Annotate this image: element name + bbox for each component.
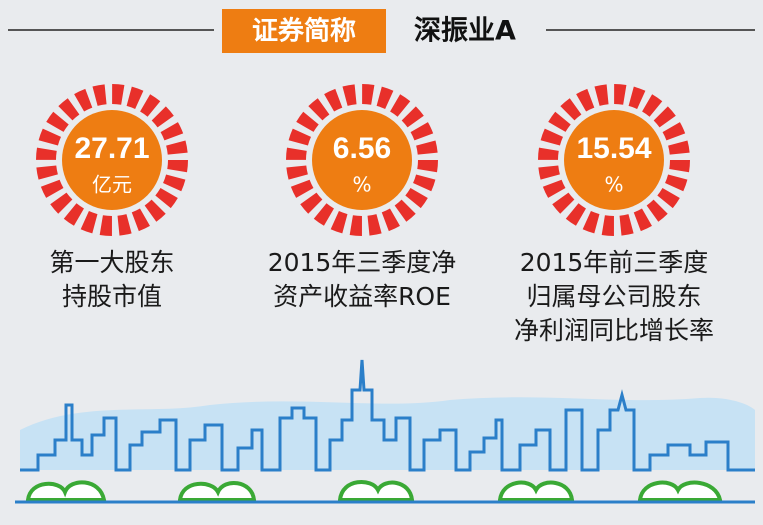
metric-value: 15.54 [576, 132, 651, 165]
header-label: 证券简称 [252, 16, 356, 47]
bushes [25, 479, 723, 502]
metric-label: 净利润同比增长率 [514, 316, 714, 345]
metric-value: 27.71 [74, 132, 149, 165]
metric-unit: % [604, 173, 623, 197]
header-label-box [222, 9, 386, 53]
metric-label: 持股市值 [62, 282, 162, 311]
badge-ring [286, 84, 438, 236]
metric-label: 第一大股东 [49, 248, 174, 277]
metric-label: 2015年三季度净 [268, 248, 457, 277]
metric-unit: % [352, 173, 371, 197]
metric-unit: 亿元 [92, 173, 132, 197]
cloud-band [20, 397, 755, 470]
badge-core [62, 110, 162, 210]
badge-core [312, 110, 412, 210]
metric-value: 6.56 [333, 132, 391, 165]
badge-ring [36, 84, 188, 236]
badge-core [564, 110, 664, 210]
metric-label: 归属母公司股东 [526, 282, 701, 311]
skyline [15, 359, 755, 504]
stock-name: 深振业A [414, 16, 516, 47]
skyline-outline [20, 359, 755, 472]
metric-label: 2015年前三季度 [520, 248, 709, 277]
badge-ring [538, 84, 690, 236]
metric-label: 资产收益率ROE [273, 282, 451, 311]
